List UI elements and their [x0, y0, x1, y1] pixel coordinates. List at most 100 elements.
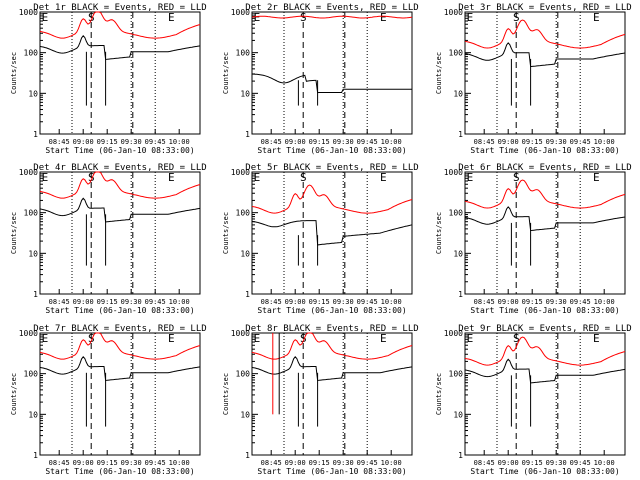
events-series-line	[39, 197, 201, 223]
y-tick-label: 10	[240, 410, 250, 419]
x-tick-label: 09:15	[309, 138, 330, 146]
y-tick-label: 10	[28, 249, 38, 258]
x-tick-label: 09:45	[570, 459, 591, 467]
event-marker-label: S	[88, 332, 95, 345]
event-marker-label: E	[467, 332, 474, 345]
x-tick-label: 08:45	[261, 298, 282, 306]
events-series-line	[464, 358, 626, 384]
x-tick-label: 10:00	[169, 298, 190, 306]
x-axis-label: Start Time (06-Jan-10 08:33:00)	[257, 146, 406, 155]
x-tick-label: 09:15	[309, 459, 330, 467]
x-tick-label: 09:30	[546, 138, 567, 146]
x-tick-label: 10:00	[169, 459, 190, 467]
events-series-line	[251, 356, 413, 381]
chart-panel-8: Det 8r BLACK = Events, RED = LLD 1 10 100 10…	[222, 324, 419, 476]
y-tick-label: 1000	[444, 8, 463, 17]
x-axis-label: Start Time (06-Jan-10 08:33:00)	[470, 467, 619, 476]
chart-title: Det 6r BLACK = Events, RED = LLD	[458, 163, 631, 173]
y-axis-label: Counts/sec	[10, 212, 18, 254]
y-tick-label: 1000	[19, 168, 38, 177]
x-tick-label: 09:15	[522, 459, 543, 467]
chart-panel-3: Det 3r BLACK = Events, RED = LLD 1 10 100 10…	[435, 3, 632, 155]
chart-panel-7: Det 7r BLACK = Events, RED = LLD 1 10 100 10…	[10, 324, 207, 476]
y-tick-label: 1000	[231, 168, 250, 177]
x-tick-label: 09:00	[73, 138, 94, 146]
y-tick-label: 100	[24, 370, 39, 379]
x-axis-label: Start Time (06-Jan-10 08:33:00)	[470, 306, 619, 315]
x-tick-label: 09:45	[570, 298, 591, 306]
x-tick-label: 10:00	[381, 298, 402, 306]
events-series-line	[251, 220, 413, 246]
event-marker-label: S	[513, 11, 520, 24]
x-tick-label: 09:15	[309, 298, 330, 306]
lld-series-line	[251, 184, 413, 214]
y-tick-label: 100	[236, 209, 251, 218]
x-tick-label: 09:00	[285, 298, 306, 306]
event-marker-label: S	[513, 332, 520, 345]
x-tick-label: 08:45	[49, 459, 70, 467]
event-marker-label: E	[168, 11, 175, 24]
y-tick-label: 100	[236, 370, 251, 379]
plot-frame	[251, 332, 413, 456]
y-axis-label: Counts/sec	[435, 373, 443, 415]
y-tick-label: 100	[236, 49, 251, 58]
event-marker-label: E	[42, 332, 49, 345]
event-marker-label: E	[467, 171, 474, 184]
y-tick-label: 10	[453, 410, 463, 419]
chart-panel-5: Det 5r BLACK = Events, RED = LLD 1 10 100 10…	[222, 163, 419, 315]
y-tick-label: 1	[245, 290, 250, 299]
x-axis-label: Start Time (06-Jan-10 08:33:00)	[257, 467, 406, 476]
x-axis-label: Start Time (06-Jan-10 08:33:00)	[257, 306, 406, 315]
x-tick-label: 10:00	[381, 138, 402, 146]
lld-series-line	[464, 19, 626, 49]
event-marker-label: E	[168, 171, 175, 184]
lld-series-line	[464, 336, 626, 366]
x-tick-label: 09:15	[522, 138, 543, 146]
y-tick-label: 100	[24, 209, 39, 218]
event-marker-label: E	[593, 11, 600, 24]
x-axis-label: Start Time (06-Jan-10 08:33:00)	[470, 146, 619, 155]
event-marker-label: S	[88, 171, 95, 184]
y-tick-label: 1	[33, 290, 38, 299]
x-tick-label: 10:00	[594, 298, 615, 306]
y-axis-label: Counts/sec	[222, 212, 230, 254]
y-tick-label: 1000	[19, 329, 38, 338]
chart-title: Det 1r BLACK = Events, RED = LLD	[33, 3, 206, 13]
x-tick-label: 09:45	[357, 298, 378, 306]
x-tick-label: 09:30	[546, 459, 567, 467]
x-tick-label: 09:30	[333, 459, 354, 467]
chart-title: Det 7r BLACK = Events, RED = LLD	[33, 324, 206, 334]
x-tick-label: 10:00	[169, 138, 190, 146]
chart-title: Det 2r BLACK = Events, RED = LLD	[245, 3, 418, 13]
x-tick-label: 09:45	[357, 138, 378, 146]
event-marker-label: E	[593, 332, 600, 345]
event-marker-label: E	[42, 171, 49, 184]
y-tick-label: 1000	[444, 168, 463, 177]
y-tick-label: 1	[33, 451, 38, 460]
x-tick-label: 09:30	[333, 298, 354, 306]
y-tick-label: 10	[453, 249, 463, 258]
chart-title: Det 8r BLACK = Events, RED = LLD	[245, 324, 418, 334]
x-axis-label: Start Time (06-Jan-10 08:33:00)	[45, 467, 194, 476]
y-tick-label: 100	[449, 49, 464, 58]
y-axis-label: Counts/sec	[222, 373, 230, 415]
y-tick-label: 100	[449, 209, 464, 218]
y-tick-label: 10	[453, 89, 463, 98]
chart-panel-1: Det 1r BLACK = Events, RED = LLD 1 10 100 10…	[10, 3, 207, 155]
y-tick-label: 10	[28, 89, 38, 98]
y-axis-label: Counts/sec	[10, 52, 18, 94]
x-tick-label: 10:00	[594, 138, 615, 146]
x-axis-label: Start Time (06-Jan-10 08:33:00)	[45, 306, 194, 315]
event-marker-label: E	[254, 171, 261, 184]
x-tick-label: 09:00	[498, 298, 519, 306]
x-tick-label: 09:45	[145, 138, 166, 146]
events-series-line	[39, 35, 201, 60]
lld-series-line	[464, 179, 626, 209]
event-marker-label: E	[380, 171, 387, 184]
event-marker-label: S	[300, 11, 307, 24]
plot-frame	[464, 332, 626, 456]
x-tick-label: 10:00	[381, 459, 402, 467]
x-tick-label: 09:00	[285, 138, 306, 146]
x-tick-label: 09:15	[97, 459, 118, 467]
x-tick-label: 10:00	[594, 459, 615, 467]
